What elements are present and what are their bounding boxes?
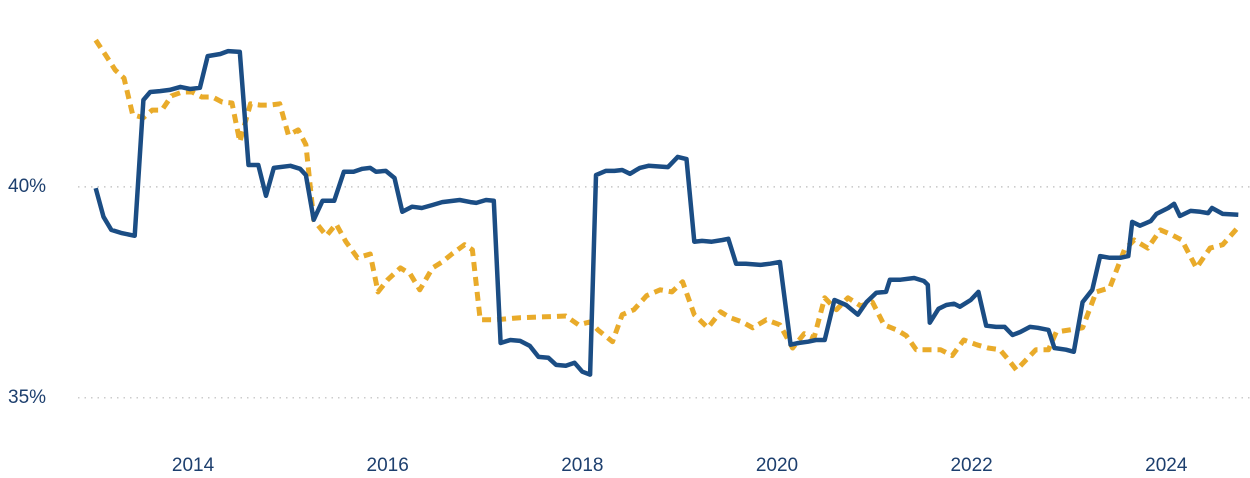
line-series xyxy=(93,48,1239,377)
x-tick-label: 2014 xyxy=(172,455,215,476)
y-tick-label: 35% xyxy=(8,387,46,408)
y-tick-label: 40% xyxy=(8,176,46,197)
x-tick-label: 2020 xyxy=(756,455,798,476)
x-tick-label: 2016 xyxy=(367,455,409,476)
x-tick-label: 2022 xyxy=(950,455,992,476)
x-tick-label: 2024 xyxy=(1145,455,1188,476)
line-series xyxy=(93,38,1243,373)
x-tick-label: 2018 xyxy=(561,455,603,476)
